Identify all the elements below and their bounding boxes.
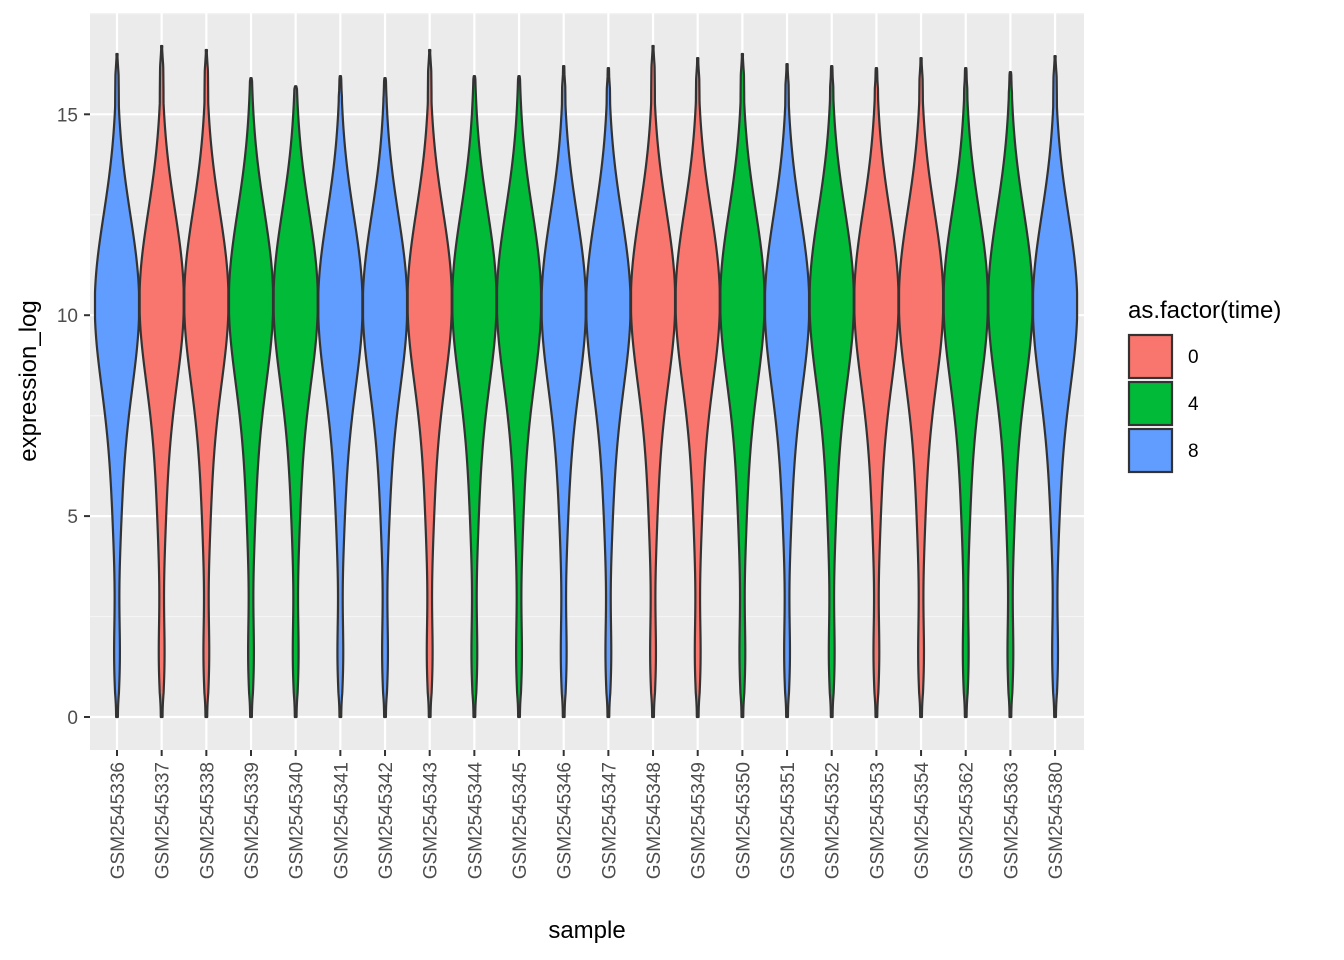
violin-GSM2545363 — [987, 71, 1034, 719]
x-tick-label: GSM2545346 — [555, 762, 576, 879]
violin-GSM2545380 — [1031, 54, 1079, 719]
legend-key-8 — [1127, 427, 1174, 474]
violin-GSM2545343 — [406, 48, 453, 719]
x-tick-label: GSM2545345 — [510, 762, 531, 879]
x-tick-label: GSM2545354 — [912, 762, 933, 880]
x-tick-label: GSM2545344 — [465, 762, 486, 880]
legend-label-8: 8 — [1188, 441, 1199, 462]
x-tick-label: GSM2545343 — [421, 762, 442, 879]
legend-key-0 — [1127, 333, 1174, 380]
violin-GSM2545340 — [272, 85, 319, 719]
x-tick-label: GSM2545337 — [153, 762, 174, 879]
x-tick-label: GSM2545342 — [376, 762, 397, 879]
x-tick-label: GSM2545338 — [197, 762, 218, 879]
violin-GSM2545345 — [495, 75, 543, 719]
x-tick-label: GSM2545336 — [108, 762, 129, 879]
violin-GSM2545348 — [629, 44, 677, 719]
legend-key-4 — [1127, 380, 1174, 427]
violin-GSM2545344 — [451, 75, 498, 719]
violin-GSM2545337 — [138, 44, 185, 719]
violins — [93, 44, 1079, 719]
violin-GSM2545336 — [93, 52, 141, 719]
x-tick-label: GSM2545363 — [1001, 762, 1022, 879]
x-tick-label: GSM2545352 — [823, 762, 844, 879]
violin-GSM2545362 — [942, 66, 989, 719]
x-tick-label: GSM2545349 — [689, 762, 710, 879]
violin-GSM2545352 — [808, 64, 855, 719]
violin-GSM2545353 — [853, 66, 900, 719]
legend-label-0: 0 — [1188, 347, 1199, 368]
violin-GSM2545349 — [674, 56, 721, 719]
violin-GSM2545338 — [183, 48, 230, 719]
x-tick-label: GSM2545380 — [1046, 762, 1067, 879]
y-axis-title: expression_log — [15, 300, 42, 461]
x-tick-label: GSM2545341 — [331, 762, 352, 879]
violin-GSM2545346 — [540, 64, 587, 719]
x-tick-label: GSM2545347 — [599, 762, 620, 879]
violin-GSM2545351 — [763, 62, 811, 719]
x-axis: GSM2545336 GSM2545337 GSM2545338 GSM2545339… — [108, 750, 1067, 879]
legend: as.factor(time) 0 4 8 — [1127, 297, 1281, 474]
x-tick-label: GSM2545339 — [242, 762, 263, 879]
legend-label-4: 4 — [1188, 394, 1199, 415]
x-axis-title: sample — [548, 917, 625, 944]
x-tick-label: GSM2545350 — [733, 762, 754, 879]
y-axis: 0 5 10 15 — [57, 105, 90, 729]
y-tick-label: 0 — [67, 708, 78, 729]
y-tick-label: 5 — [67, 507, 78, 528]
x-tick-label: GSM2545340 — [287, 762, 308, 879]
violin-GSM2545350 — [719, 52, 766, 719]
y-tick-label: 10 — [57, 306, 78, 327]
x-tick-label: GSM2545362 — [957, 762, 978, 879]
violin-GSM2545354 — [897, 56, 945, 719]
x-tick-label: GSM2545351 — [778, 762, 799, 879]
violin-GSM2545347 — [585, 66, 632, 719]
legend-title: as.factor(time) — [1128, 297, 1281, 324]
violin-GSM2545339 — [227, 77, 275, 719]
x-tick-label: GSM2545348 — [644, 762, 665, 879]
x-tick-label: GSM2545353 — [867, 762, 888, 879]
violin-GSM2545342 — [361, 77, 409, 719]
y-tick-label: 15 — [57, 105, 78, 126]
violin-GSM2545341 — [317, 75, 364, 719]
